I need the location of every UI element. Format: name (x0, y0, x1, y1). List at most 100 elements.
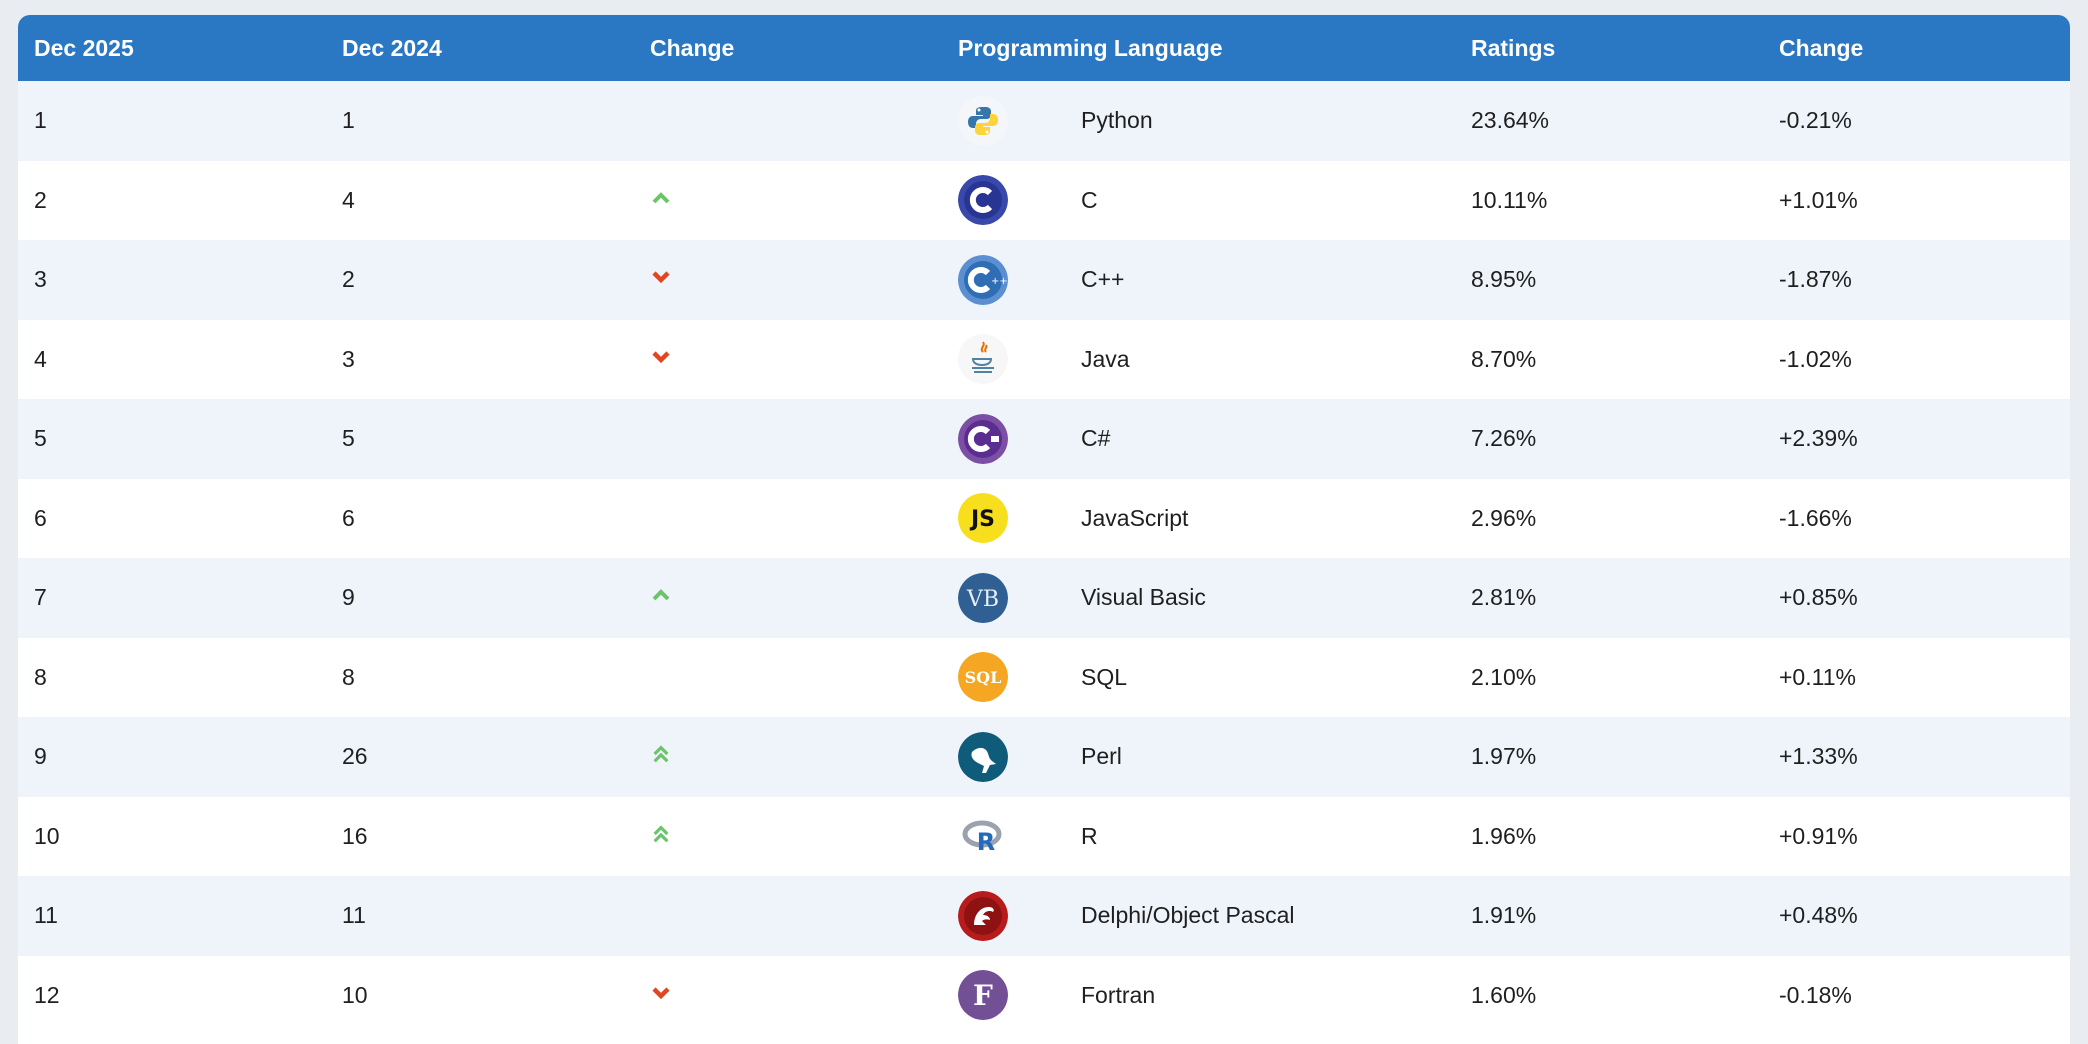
table-row: 12 10 F Fortran 1.60% -0.18% (18, 955, 2070, 1035)
rating-change: +0.48% (1779, 902, 1858, 929)
rank-dec-2025: 10 (34, 822, 60, 849)
language-name[interactable]: Visual Basic (1081, 584, 1206, 611)
header-ratings[interactable]: Ratings (1471, 34, 1556, 61)
rank-dec-2024: 6 (342, 504, 355, 531)
header-change[interactable]: Change (650, 34, 735, 61)
cpp-logo-icon: ++ (958, 254, 1008, 305)
header-dec-2025[interactable]: Dec 2025 (34, 34, 134, 61)
rank-dec-2025: 5 (34, 425, 47, 452)
table-row: 1 1 Python 23.64% -0.21% (18, 81, 2070, 161)
rank-dec-2025: 2 (34, 186, 47, 213)
language-name[interactable]: Delphi/Object Pascal (1081, 902, 1295, 929)
header-programming-language[interactable]: Programming Language (958, 34, 1223, 61)
language-name[interactable]: Perl (1081, 743, 1122, 770)
rating-value: 2.81% (1471, 584, 1537, 611)
table-row: 11 11 Delphi/Object Pascal 1.91% +0.48% (18, 876, 2070, 956)
rank-dec-2025: 12 (34, 981, 60, 1008)
rank-dec-2025: 8 (34, 663, 47, 690)
rank-dec-2025: 4 (34, 345, 47, 372)
rank-dec-2024: 4 (342, 186, 355, 213)
language-cell: JS JavaScript (942, 493, 1455, 544)
rating-value: 8.95% (1471, 266, 1537, 293)
rating-change: -1.02% (1779, 345, 1852, 372)
perl-logo-icon (958, 731, 1008, 782)
rank-dec-2025: 1 (34, 107, 47, 134)
header-dec-2024[interactable]: Dec 2024 (342, 34, 442, 61)
rank-change (634, 187, 942, 214)
rating-value: 8.70% (1471, 345, 1537, 372)
language-cell: Perl (942, 731, 1455, 782)
trend-up-icon (650, 187, 672, 213)
rating-change: +1.01% (1779, 186, 1858, 213)
svg-text:SQL: SQL (965, 668, 1002, 687)
language-cell: C (942, 175, 1455, 226)
rank-dec-2024: 1 (342, 107, 355, 134)
table-body: 1 1 Python 23.64% -0.21% 2 4 C 10.11% +1.01% 3 2 ++ C… (18, 81, 2070, 1035)
delphi-logo-icon (958, 890, 1008, 941)
trend-double-up-icon (650, 743, 672, 769)
rank-dec-2024: 11 (342, 902, 366, 929)
language-cell: C# (942, 413, 1455, 464)
trend-up-icon (650, 584, 672, 610)
rating-change: +0.85% (1779, 584, 1858, 611)
language-name[interactable]: SQL (1081, 663, 1128, 690)
trend-down-icon (650, 266, 672, 292)
rating-value: 1.97% (1471, 743, 1537, 770)
table-row: 10 16 R R 1.96% +0.91% (18, 796, 2070, 876)
language-name[interactable]: JavaScript (1081, 504, 1189, 531)
trend-down-icon (650, 346, 672, 372)
python-logo-icon (958, 95, 1008, 146)
rating-change: +0.91% (1779, 822, 1858, 849)
rating-change: +0.11% (1779, 663, 1856, 690)
rating-value: 7.26% (1471, 425, 1537, 452)
language-name[interactable]: Fortran (1081, 981, 1156, 1008)
table-row: 7 9 VB Visual Basic 2.81% +0.85% (18, 558, 2070, 638)
language-name[interactable]: Python (1081, 107, 1153, 134)
language-name[interactable]: C++ (1081, 266, 1125, 293)
language-cell: ++ C++ (942, 254, 1455, 305)
rank-change (634, 982, 942, 1009)
rank-dec-2025: 9 (34, 743, 47, 770)
rating-value: 23.64% (1471, 107, 1550, 134)
rating-change: -0.18% (1779, 981, 1852, 1008)
rank-change (634, 743, 942, 770)
rank-dec-2024: 26 (342, 743, 368, 770)
svg-text:VB: VB (966, 587, 999, 612)
rating-change: -1.66% (1779, 504, 1852, 531)
table-row: 2 4 C 10.11% +1.01% (18, 160, 2070, 240)
table-row: 3 2 ++ C++ 8.95% -1.87% (18, 240, 2070, 320)
rank-dec-2024: 16 (342, 822, 368, 849)
language-cell: Python (942, 95, 1455, 146)
visual-basic-logo-icon: VB (958, 572, 1008, 623)
language-name[interactable]: R (1081, 822, 1098, 849)
ranking-table: Dec 2025 Dec 2024 Change Programming Lan… (18, 15, 2070, 1044)
rating-value: 10.11% (1471, 186, 1548, 213)
language-cell: VB Visual Basic (942, 572, 1455, 623)
rating-value: 1.96% (1471, 822, 1537, 849)
fortran-logo-icon: F (958, 970, 1008, 1021)
language-name[interactable]: C# (1081, 425, 1111, 452)
language-cell: SQL SQL (942, 652, 1455, 703)
language-name[interactable]: Java (1081, 345, 1130, 372)
language-cell: Delphi/Object Pascal (942, 890, 1455, 941)
rank-dec-2025: 7 (34, 584, 47, 611)
rank-dec-2024: 8 (342, 663, 355, 690)
sql-logo-icon: SQL (958, 652, 1008, 703)
r-logo-icon: R (958, 811, 1008, 862)
rating-value: 1.91% (1471, 902, 1537, 929)
rating-value: 1.60% (1471, 981, 1537, 1008)
rating-change: -0.21% (1779, 107, 1852, 134)
trend-double-up-icon (650, 823, 672, 849)
rank-change (634, 584, 942, 611)
rank-dec-2024: 2 (342, 266, 355, 293)
header-change-percent[interactable]: Change (1779, 34, 1864, 61)
rank-change (634, 266, 942, 293)
language-name[interactable]: C (1081, 186, 1098, 213)
language-cell: Java (942, 334, 1455, 385)
rank-change (634, 346, 942, 373)
rating-value: 2.10% (1471, 663, 1537, 690)
rank-dec-2024: 5 (342, 425, 355, 452)
rating-change: +2.39% (1779, 425, 1858, 452)
rank-dec-2024: 3 (342, 345, 355, 372)
